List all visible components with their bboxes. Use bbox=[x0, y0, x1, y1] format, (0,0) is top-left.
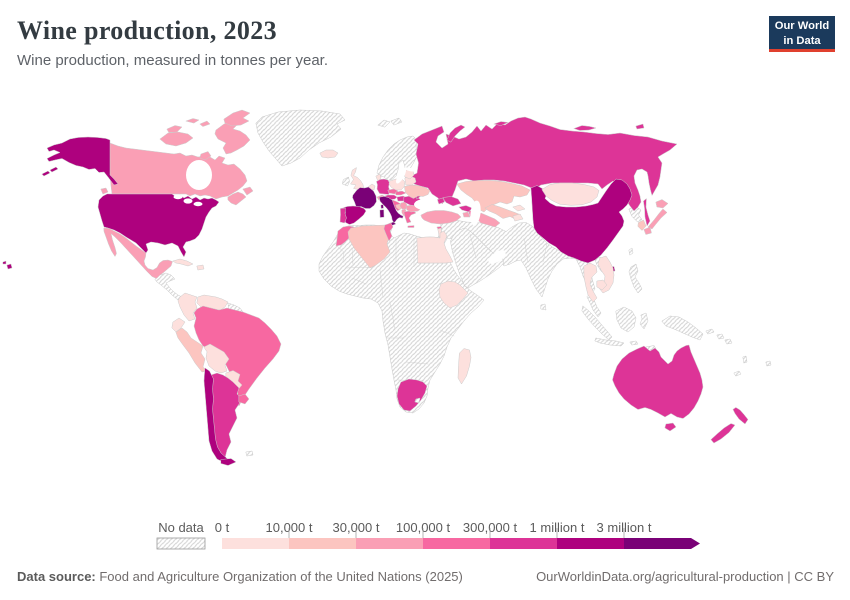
svg-text:No data: No data bbox=[158, 520, 204, 535]
svg-text:300,000 t: 300,000 t bbox=[463, 520, 518, 535]
svg-text:0 t: 0 t bbox=[215, 520, 230, 535]
svg-text:30,000 t: 30,000 t bbox=[333, 520, 380, 535]
svg-text:1 million t: 1 million t bbox=[530, 520, 585, 535]
svg-text:10,000 t: 10,000 t bbox=[266, 520, 313, 535]
svg-text:100,000 t: 100,000 t bbox=[396, 520, 451, 535]
svg-text:3 million t: 3 million t bbox=[597, 520, 652, 535]
